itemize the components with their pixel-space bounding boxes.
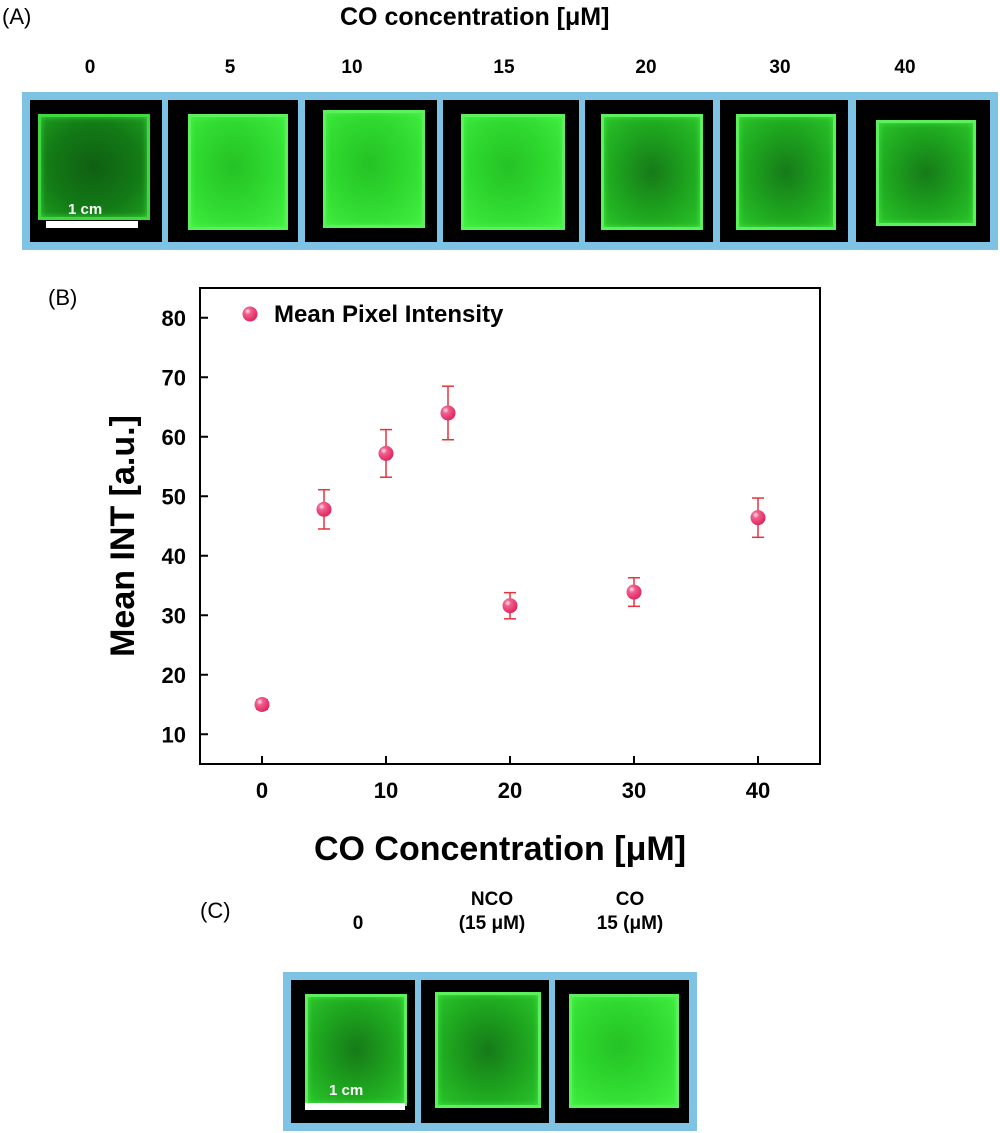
x-tick-label: 10: [374, 778, 398, 803]
c-label-nco-line1: NCO: [470, 889, 514, 910]
gel-square: [323, 110, 425, 228]
conc-label-0: 0: [84, 57, 96, 78]
x-tick-label: 40: [746, 778, 770, 803]
panel-a-letter: (A): [2, 4, 32, 29]
data-point: [378, 445, 394, 461]
x-tick-label: 20: [498, 778, 522, 803]
data-point: [316, 501, 332, 517]
x-tick-label: 30: [622, 778, 646, 803]
data-point: [440, 405, 456, 421]
legend-marker: [242, 306, 258, 322]
panel-a-strip: 1 cm: [22, 92, 998, 250]
y-tick-label: 50: [162, 484, 186, 509]
x-axis-label: CO Concentration [μM]: [314, 830, 686, 868]
c-label-0-line1: 0: [352, 913, 364, 934]
y-tick-label: 20: [162, 663, 186, 688]
gel-square: [569, 994, 679, 1108]
y-tick-label: 70: [162, 365, 186, 390]
y-tick-label: 40: [162, 544, 186, 569]
tile-a-30: [720, 100, 848, 242]
gel-square: [736, 114, 836, 230]
tile-a-5: [168, 100, 298, 242]
tile-a-10: [305, 100, 437, 242]
y-tick-label: 10: [162, 722, 186, 747]
scale-label: 1 cm: [68, 201, 103, 218]
y-tick-label: 30: [162, 603, 186, 628]
gel-square: [188, 114, 288, 230]
c-label-nco: NCO (15 μM): [432, 888, 552, 936]
panel-c-strip: 1 cm: [283, 972, 697, 1131]
scale-bar: [46, 221, 138, 228]
c-label-0: 0: [328, 912, 388, 936]
scale-label: 1 cm: [329, 1082, 364, 1099]
conc-label-30: 30: [769, 57, 791, 78]
plot-frame: [199, 287, 821, 765]
mean-intensity-chart: 0 10 20 30 40 10 20 30 40 50 60 70 80 CO Concentratio…: [104, 287, 821, 868]
data-point: [254, 697, 270, 712]
data-point: [626, 584, 642, 600]
c-label-nco-line2: (15 μM): [458, 913, 526, 934]
conc-label-10: 10: [341, 57, 363, 78]
data-point: [502, 598, 518, 614]
tile-a-15: [443, 100, 579, 242]
conc-label-15: 15: [493, 57, 515, 78]
gel-square: [435, 992, 541, 1108]
conc-label-20: 20: [635, 57, 657, 78]
x-tick-label: 0: [256, 778, 268, 803]
y-tick-label: 80: [162, 306, 186, 331]
panel-c-letter: (C): [200, 898, 231, 923]
c-label-co: CO 15 (μM): [570, 888, 690, 936]
panel-a-title: CO concentration [μM]: [340, 3, 610, 31]
data-point: [750, 510, 766, 526]
legend-label: Mean Pixel Intensity: [274, 301, 504, 328]
tile-a-40: [856, 100, 990, 242]
y-axis-label: Mean INT [a.u.]: [104, 415, 142, 657]
gel-square: [38, 114, 150, 220]
conc-label-40: 40: [894, 57, 916, 78]
c-label-co-line1: CO: [615, 889, 645, 910]
gel-square: [461, 114, 565, 230]
tile-a-0: 1 cm: [30, 100, 162, 242]
scale-bar: [305, 1103, 405, 1110]
conc-label-5: 5: [224, 57, 236, 78]
tile-a-20: [585, 100, 713, 242]
panel-b-letter: (B): [48, 285, 78, 310]
gel-square: [876, 120, 976, 226]
tile-c-co: [555, 980, 689, 1123]
gel-square: [601, 114, 703, 230]
c-label-co-line2: 15 (μM): [596, 913, 664, 934]
y-tick-label: 60: [162, 425, 186, 450]
tile-c-nco: [421, 980, 549, 1123]
tile-c-0: 1 cm: [291, 980, 415, 1123]
